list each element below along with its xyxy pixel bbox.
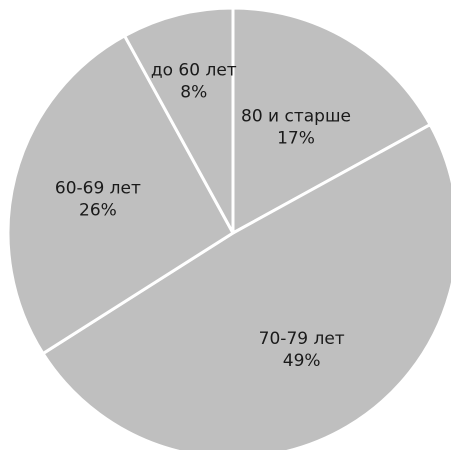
slice-category-label: до 60 лет: [151, 60, 237, 80]
pie-slice: [40, 122, 451, 450]
pie-slice: [6, 33, 235, 356]
slice-category-label: 70-79 лет: [259, 329, 345, 349]
slice-value-label: 17%: [277, 129, 315, 149]
pie-slices: [6, 6, 451, 450]
slice-category-label: 80 и старше: [241, 107, 351, 127]
slice-category-label: 60-69 лет: [55, 178, 141, 198]
slice-value-label: 26%: [79, 200, 117, 220]
slice-value-label: 49%: [283, 351, 321, 371]
pie-slice: [122, 6, 235, 234]
pie-slice: [231, 6, 433, 236]
slice-value-label: 8%: [180, 82, 207, 102]
